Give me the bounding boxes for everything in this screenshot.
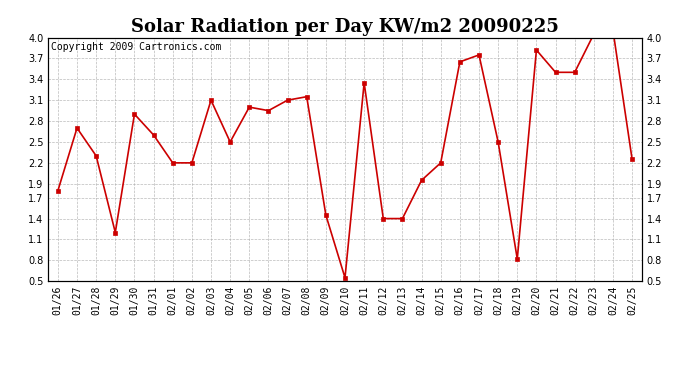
- Text: Copyright 2009 Cartronics.com: Copyright 2009 Cartronics.com: [51, 42, 221, 52]
- Title: Solar Radiation per Day KW/m2 20090225: Solar Radiation per Day KW/m2 20090225: [131, 18, 559, 36]
